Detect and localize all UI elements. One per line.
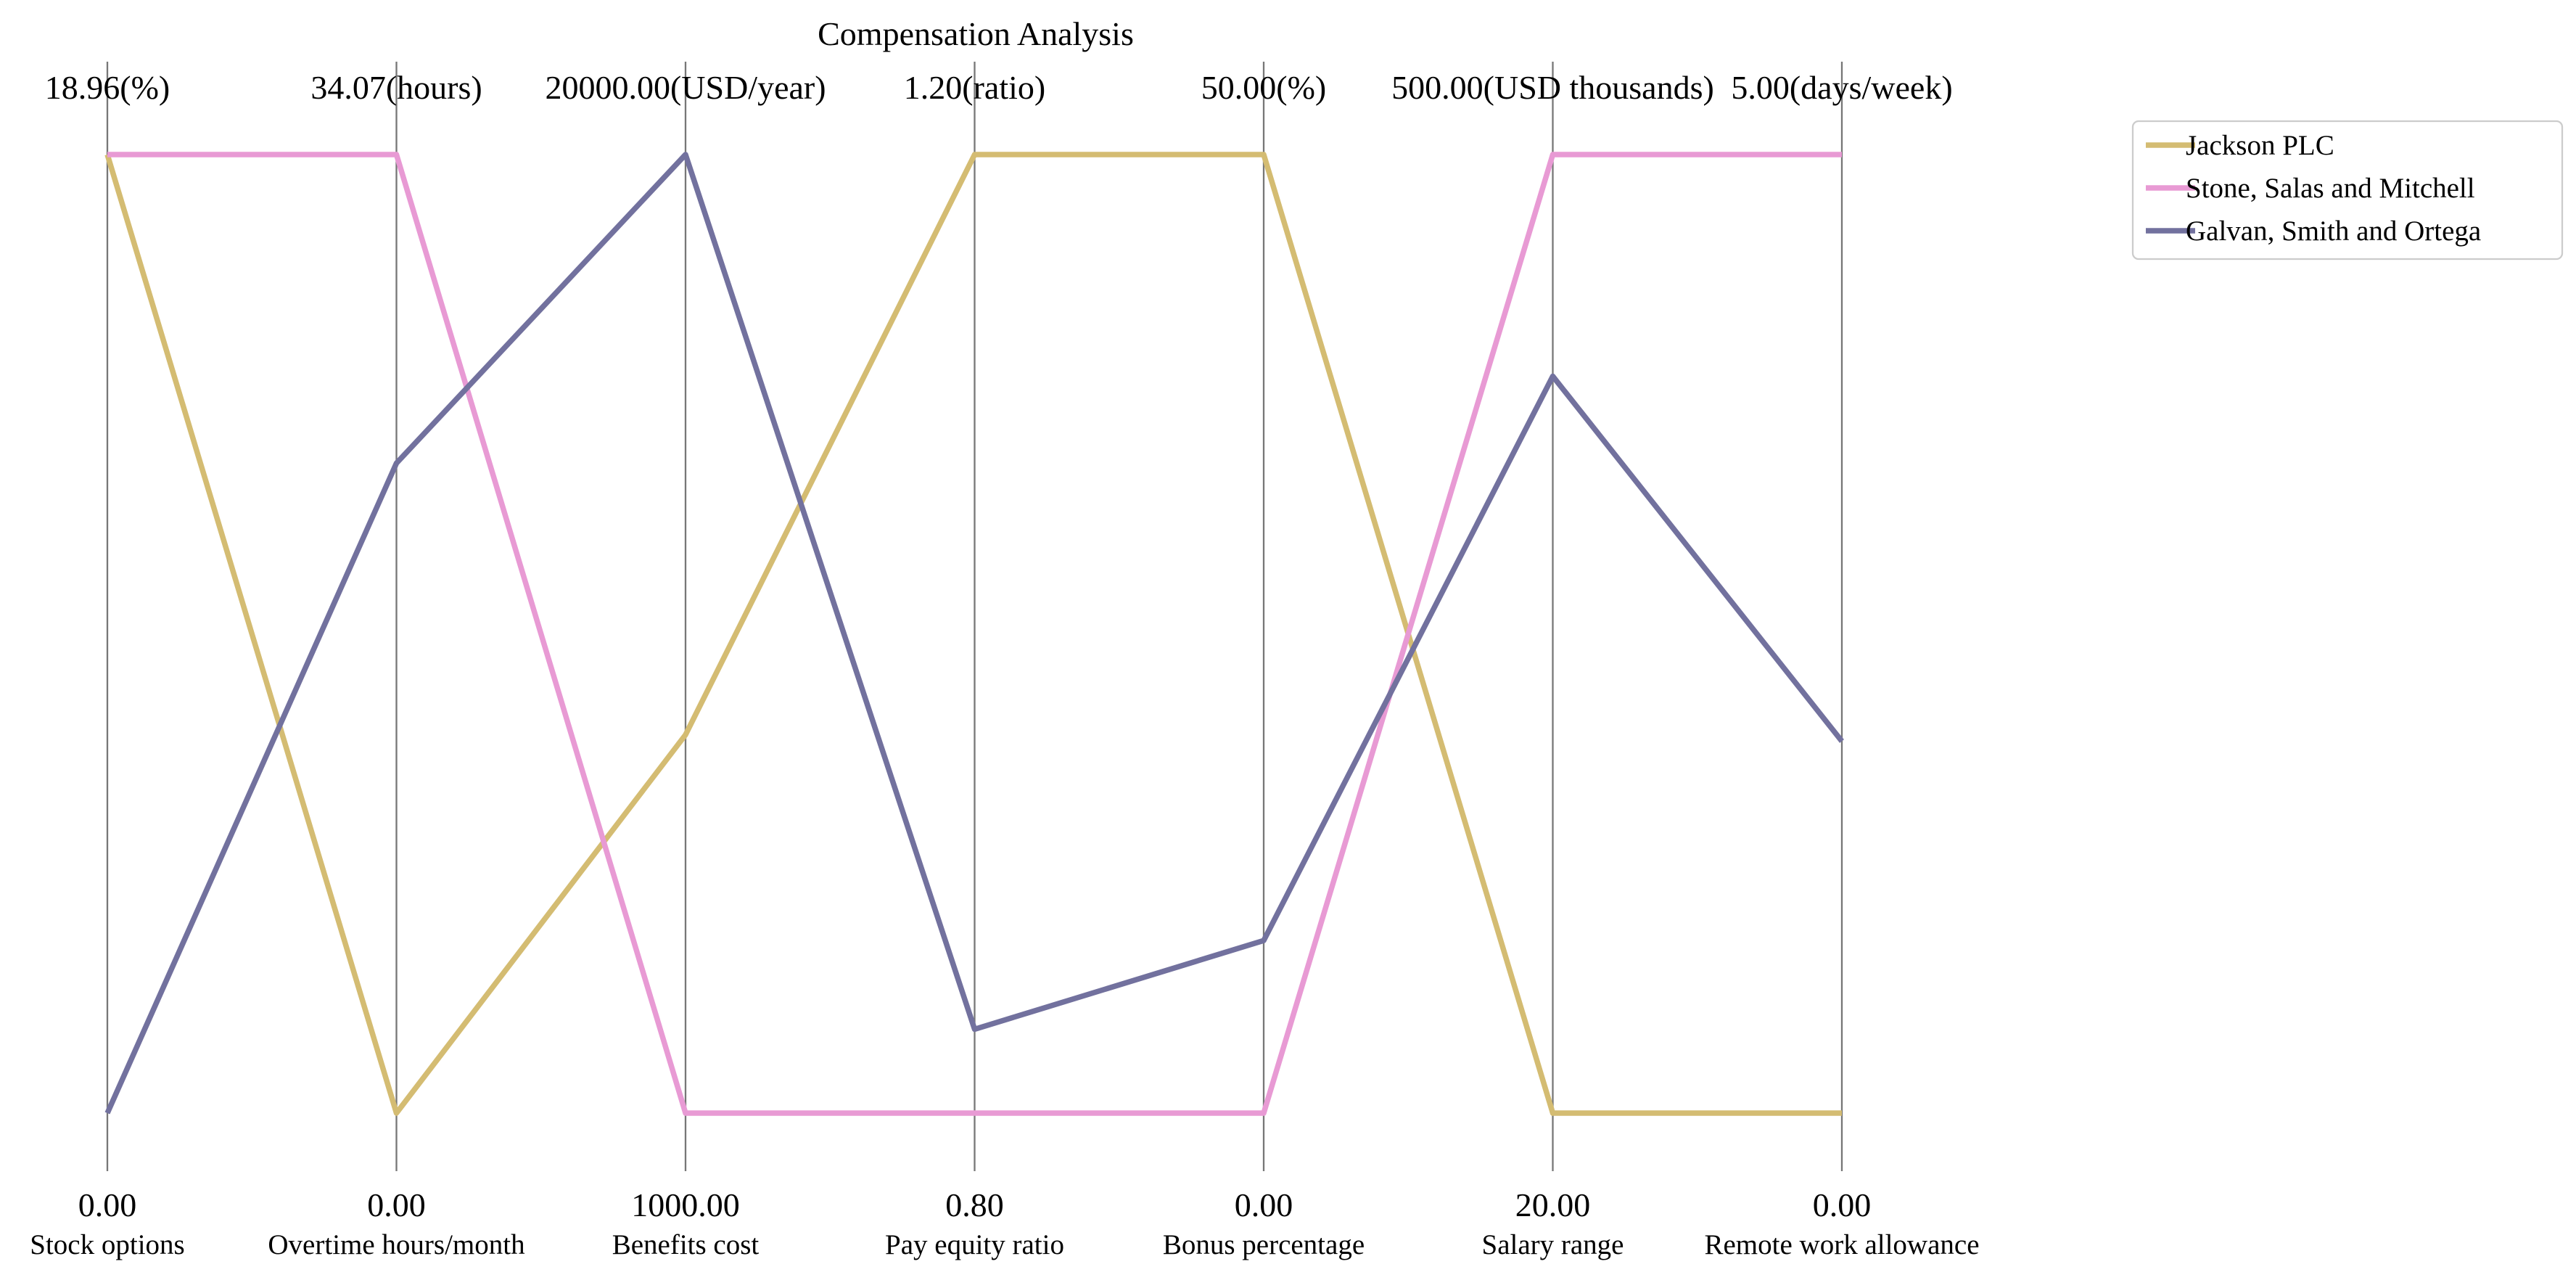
axis-min-tick-salary-range: 20.00 (1515, 1186, 1591, 1223)
axes-layer: 18.96(%) 0.00 Stock options 34.07(hours) 0.0… (30, 62, 1980, 1260)
legend: Jackson PLC Stone, Salas and Mitchell Galv… (2131, 120, 2564, 260)
axis-max-tick-benefits-cost: 20000.00(USD/year) (545, 69, 826, 106)
axis-min-tick-overtime-hours-month: 0.00 (367, 1186, 426, 1223)
series-line-galvan-smith-and-ortega (104, 152, 1844, 1115)
legend-items: Jackson PLC Stone, Salas and Mitchell Galv… (2146, 130, 2481, 247)
axis-min-tick-benefits-cost: 1000.00 (631, 1186, 740, 1223)
axis-min-tick-stock-options: 0.00 (78, 1186, 137, 1223)
axis-label-benefits-cost: Benefits cost (612, 1229, 760, 1260)
series-line-jackson-plc (104, 152, 1842, 1116)
axis-max-tick-stock-options: 18.96(%) (45, 69, 170, 106)
axis-label-overtime-hours-month: Overtime hours/month (268, 1229, 524, 1260)
axis-max-tick-salary-range: 500.00(USD thousands) (1391, 69, 1714, 106)
axis-max-tick-overtime-hours-month: 34.07(hours) (310, 69, 482, 106)
axis-label-stock-options: Stock options (30, 1229, 184, 1260)
series-layer (104, 152, 1844, 1116)
axis-max-tick-pay-equity-ratio: 1.20(ratio) (904, 69, 1045, 106)
axis-min-tick-remote-work-allowance: 0.00 (1813, 1186, 1872, 1223)
legend-label-jackson-plc: Jackson PLC (2186, 130, 2334, 161)
axis-max-tick-remote-work-allowance: 5.00(days/week) (1731, 69, 1952, 106)
legend-box (2131, 120, 2564, 260)
legend-label-stone-salas-and-mitchell: Stone, Salas and Mitchell (2186, 173, 2475, 204)
legend-label-galvan-smith-and-ortega: Galvan, Smith and Ortega (2186, 216, 2481, 247)
axis-label-pay-equity-ratio: Pay equity ratio (885, 1229, 1064, 1260)
axis-max-tick-bonus-percentage: 50.00(%) (1201, 69, 1326, 106)
chart-title: Compensation Analysis (818, 15, 1134, 52)
axis-label-remote-work-allowance: Remote work allowance (1704, 1229, 1979, 1260)
axis-label-salary-range: Salary range (1482, 1229, 1624, 1260)
series-line-stone-salas-and-mitchell (107, 152, 1842, 1116)
axis-min-tick-pay-equity-ratio: 0.80 (945, 1186, 1004, 1223)
axis-min-tick-bonus-percentage: 0.00 (1235, 1186, 1293, 1223)
axis-label-bonus-percentage: Bonus percentage (1163, 1229, 1365, 1260)
